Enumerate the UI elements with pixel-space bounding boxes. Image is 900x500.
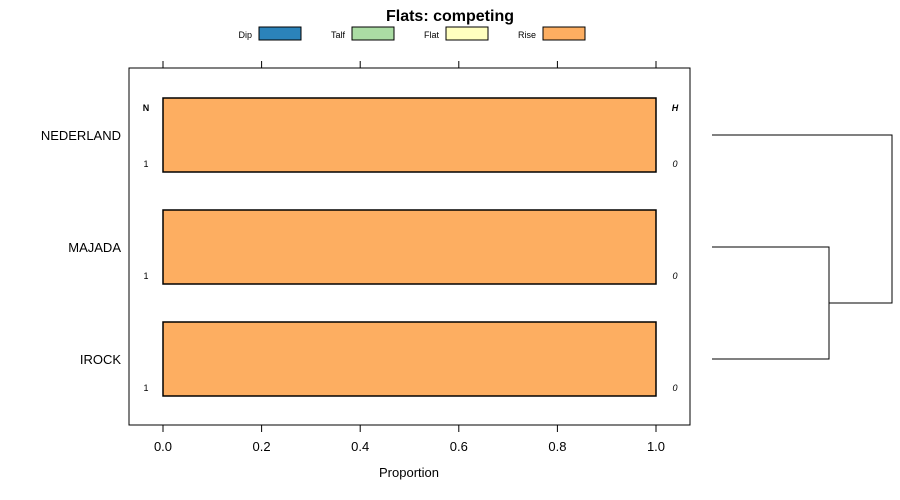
chart-title: Flats: competing <box>386 8 514 25</box>
x-tick-label: 1.0 <box>647 439 665 454</box>
h-value: 0 <box>672 159 677 169</box>
legend-label: Dip <box>238 30 252 40</box>
h-value: 0 <box>672 383 677 393</box>
bar-segment <box>162 209 657 285</box>
x-tick-label: 0.6 <box>450 439 468 454</box>
legend-label: Flat <box>424 30 440 40</box>
x-tick-label: 0.8 <box>548 439 566 454</box>
n-header: N <box>143 103 150 113</box>
category-label: NEDERLAND <box>41 128 121 143</box>
bars-group: NEDERLAND 1 0 MAJADA 1 0 IROCK 1 0 <box>41 97 678 397</box>
x-tick-label: 0.4 <box>351 439 369 454</box>
plot-frame <box>128 67 691 426</box>
legend-swatch <box>258 26 302 41</box>
legend-label: Talf <box>331 30 346 40</box>
dendrogram-merge-root <box>712 134 893 304</box>
x-axis-label: Proportion <box>379 465 439 480</box>
category-label: IROCK <box>80 352 122 367</box>
legend-swatch <box>445 26 489 41</box>
x-tick-label: 0.0 <box>154 439 172 454</box>
n-value: 1 <box>143 383 148 393</box>
legend-label: Rise <box>518 30 536 40</box>
x-axis: 0.0 0.2 0.4 0.6 0.8 1.0 <box>154 61 665 454</box>
dendrogram-merge-majada-irock <box>712 246 830 360</box>
legend-swatch <box>351 26 395 41</box>
bar-segment <box>162 97 657 173</box>
legend: Dip Talf Flat Rise <box>238 26 586 41</box>
h-header: H <box>672 103 679 113</box>
n-value: 1 <box>143 271 148 281</box>
category-label: MAJADA <box>68 240 121 255</box>
x-tick-label: 0.2 <box>253 439 271 454</box>
dendrogram <box>712 134 893 360</box>
n-value: 1 <box>143 159 148 169</box>
legend-swatch <box>542 26 586 41</box>
bar-segment <box>162 321 657 397</box>
h-value: 0 <box>672 271 677 281</box>
